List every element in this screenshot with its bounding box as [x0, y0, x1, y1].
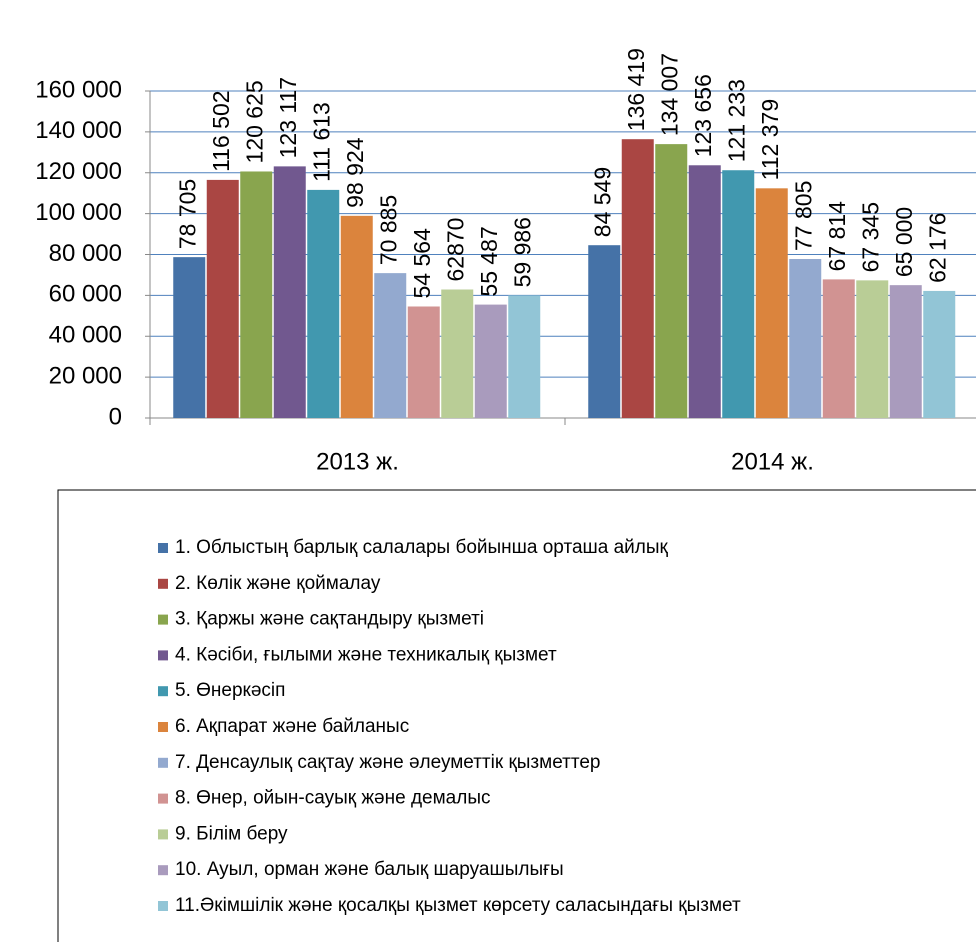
bar	[923, 290, 956, 418]
value-label: 112 379	[757, 99, 783, 180]
legend-swatch	[158, 614, 168, 625]
value-label: 65 000	[891, 207, 917, 277]
legend-label: 5. Өнеркәсіп	[175, 680, 285, 701]
value-label: 55 487	[476, 226, 502, 296]
legend-swatch	[158, 793, 168, 804]
value-label: 98 924	[342, 137, 368, 208]
bar	[407, 306, 440, 418]
y-tick-label: 140 000	[35, 117, 122, 144]
bar	[588, 245, 621, 418]
y-tick-label: 100 000	[35, 199, 122, 226]
legend-swatch	[158, 686, 168, 697]
bar	[374, 273, 407, 418]
value-label: 136 419	[623, 48, 649, 131]
x-tick-label: 2013 ж.	[316, 448, 399, 475]
bar	[340, 215, 373, 418]
value-label: 59 986	[509, 217, 535, 287]
bar	[822, 279, 855, 418]
bar	[441, 289, 474, 418]
value-label: 70 885	[375, 195, 401, 265]
bar	[621, 139, 654, 418]
bar	[688, 165, 721, 418]
bar	[273, 166, 306, 418]
legend-label: 9. Білім беру	[175, 823, 288, 844]
legend-swatch	[158, 543, 168, 553]
value-label: 134 007	[656, 53, 682, 136]
legend-label: 11.Әкімшілік және қосалқы қызмет көрсету…	[175, 895, 741, 916]
value-label: 116 502	[208, 90, 234, 171]
value-label: 120 625	[241, 80, 267, 163]
value-label: 62870	[442, 218, 468, 282]
legend-swatch	[158, 578, 168, 589]
legend-box	[57, 489, 976, 942]
value-label: 67 814	[824, 201, 850, 272]
bar	[889, 285, 922, 418]
legend-swatch	[158, 722, 168, 732]
bar	[474, 304, 507, 418]
y-tick-label: 120 000	[35, 158, 122, 185]
bar	[173, 257, 206, 418]
legend-swatch	[158, 829, 168, 840]
y-tick-label: 160 000	[35, 76, 122, 103]
value-label: 123 656	[690, 74, 716, 157]
legend-label: 2. Көлік және қоймалау	[175, 573, 381, 594]
y-tick-label: 20 000	[49, 362, 122, 389]
legend-label: 7. Денсаулық сақтау және әлеуметтік қызм…	[175, 752, 600, 773]
bar	[655, 144, 688, 418]
bar	[240, 171, 273, 418]
value-label: 54 564	[409, 228, 435, 299]
legend-swatch	[158, 757, 168, 768]
legend-swatch	[158, 865, 168, 876]
y-tick-label: 40 000	[49, 322, 122, 349]
legend-label: 3. Қаржы және сақтандыру қызметі	[175, 609, 484, 630]
value-label: 123 117	[275, 77, 301, 158]
x-tick-label: 2014 ж.	[731, 448, 814, 475]
bar	[755, 188, 788, 418]
y-tick-label: 0	[109, 403, 122, 430]
value-label: 78 705	[174, 179, 200, 249]
legend-swatch	[158, 650, 168, 661]
value-label: 77 805	[790, 181, 816, 251]
bar	[206, 179, 239, 418]
bar	[508, 295, 541, 418]
y-tick-label: 80 000	[49, 240, 122, 267]
legend-label: 1. Облыстың барлық салалары бойынша орта…	[175, 537, 669, 558]
bar	[856, 280, 889, 418]
legend-label: 8. Өнер, ойын-сауық және демалыс	[175, 788, 491, 809]
value-label: 121 233	[723, 79, 749, 162]
value-label: 67 345	[857, 202, 883, 272]
value-label: 62 176	[924, 213, 950, 283]
value-label: 84 549	[589, 167, 615, 237]
legend-label: 10. Ауыл, орман және балық шаруашылығы	[175, 859, 564, 880]
legend-label: 4. Кәсіби, ғылыми және техникалық қызмет	[175, 644, 557, 665]
y-tick-label: 60 000	[49, 281, 122, 308]
bar	[789, 258, 822, 418]
legend-label: 6. Ақпарат және байланыс	[175, 716, 409, 737]
legend-swatch	[158, 901, 168, 911]
bar	[307, 189, 340, 418]
value-label: 111 613	[308, 102, 334, 182]
bar	[722, 170, 755, 418]
